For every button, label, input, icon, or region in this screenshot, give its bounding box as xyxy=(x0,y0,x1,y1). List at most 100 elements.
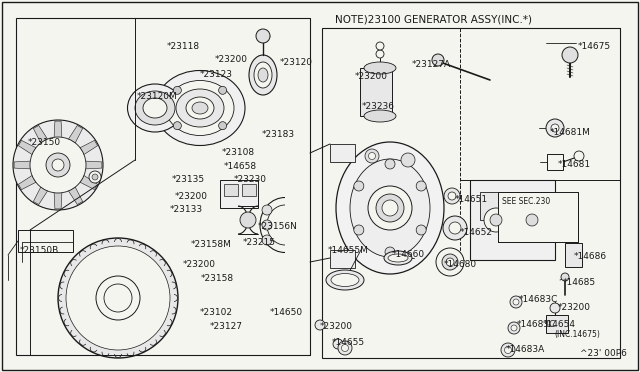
Text: *14650: *14650 xyxy=(270,308,303,317)
Text: *23200: *23200 xyxy=(183,260,216,269)
Text: NOTE)23100 GENERATOR ASSY(INC.*): NOTE)23100 GENERATOR ASSY(INC.*) xyxy=(335,14,532,24)
Ellipse shape xyxy=(127,84,182,132)
Ellipse shape xyxy=(258,68,268,82)
Polygon shape xyxy=(54,193,62,209)
Ellipse shape xyxy=(155,71,245,145)
Circle shape xyxy=(104,284,132,312)
Circle shape xyxy=(511,325,517,331)
Circle shape xyxy=(369,153,376,160)
Circle shape xyxy=(315,320,325,330)
Polygon shape xyxy=(19,140,36,154)
Text: *14658: *14658 xyxy=(224,162,257,171)
Circle shape xyxy=(92,174,98,180)
Circle shape xyxy=(513,299,519,305)
Bar xyxy=(330,144,355,162)
Circle shape xyxy=(219,86,227,94)
Ellipse shape xyxy=(331,273,359,286)
Circle shape xyxy=(484,208,508,232)
Circle shape xyxy=(416,181,426,191)
Circle shape xyxy=(526,214,538,226)
Bar xyxy=(330,250,355,268)
Circle shape xyxy=(561,273,569,281)
Circle shape xyxy=(262,220,272,230)
Text: *23158: *23158 xyxy=(201,274,234,283)
Circle shape xyxy=(504,346,511,353)
Circle shape xyxy=(256,29,270,43)
Circle shape xyxy=(444,188,460,204)
Text: *14651: *14651 xyxy=(455,195,488,204)
Text: *14683A: *14683A xyxy=(506,345,545,354)
Polygon shape xyxy=(86,161,102,169)
Ellipse shape xyxy=(254,62,272,88)
Circle shape xyxy=(354,181,364,191)
Circle shape xyxy=(262,205,272,215)
Text: *23158M: *23158M xyxy=(191,240,232,249)
Polygon shape xyxy=(80,140,97,154)
Ellipse shape xyxy=(143,98,167,118)
Text: *23200: *23200 xyxy=(558,303,591,312)
Polygon shape xyxy=(565,243,582,267)
Circle shape xyxy=(385,247,395,257)
Ellipse shape xyxy=(176,89,224,127)
Bar xyxy=(470,180,555,260)
Bar xyxy=(220,180,258,208)
Circle shape xyxy=(173,122,181,130)
Circle shape xyxy=(432,54,444,66)
Ellipse shape xyxy=(388,254,408,262)
Circle shape xyxy=(382,200,398,216)
Text: *23150B: *23150B xyxy=(20,246,60,255)
Bar xyxy=(547,154,563,170)
Circle shape xyxy=(508,322,520,334)
Text: *14655: *14655 xyxy=(332,338,365,347)
Text: *23236: *23236 xyxy=(362,102,395,111)
Text: *23183: *23183 xyxy=(262,130,295,139)
Circle shape xyxy=(448,192,456,200)
Circle shape xyxy=(490,214,502,226)
Circle shape xyxy=(368,186,412,230)
Text: *14655M: *14655M xyxy=(328,246,369,255)
Circle shape xyxy=(46,153,70,177)
Text: *14654: *14654 xyxy=(543,320,576,329)
Ellipse shape xyxy=(192,102,208,114)
Circle shape xyxy=(446,258,454,266)
Text: *23120: *23120 xyxy=(280,58,313,67)
Circle shape xyxy=(58,238,178,358)
Text: *14675: *14675 xyxy=(578,42,611,51)
Circle shape xyxy=(376,194,404,222)
Circle shape xyxy=(551,124,559,132)
Ellipse shape xyxy=(249,55,277,95)
Ellipse shape xyxy=(350,159,430,257)
Polygon shape xyxy=(68,187,83,205)
Text: *14681: *14681 xyxy=(558,160,591,169)
Bar xyxy=(242,184,256,196)
Bar xyxy=(18,230,73,252)
Polygon shape xyxy=(33,125,47,143)
Circle shape xyxy=(365,149,379,163)
Text: *23156N: *23156N xyxy=(258,222,298,231)
Ellipse shape xyxy=(364,110,396,122)
Circle shape xyxy=(66,246,170,350)
Ellipse shape xyxy=(166,80,234,135)
Circle shape xyxy=(574,151,584,161)
Bar xyxy=(360,68,392,116)
Circle shape xyxy=(338,341,352,355)
Text: *23200: *23200 xyxy=(355,72,388,81)
Polygon shape xyxy=(54,121,62,137)
Polygon shape xyxy=(16,18,310,355)
Ellipse shape xyxy=(364,62,396,74)
Bar xyxy=(480,192,512,220)
Ellipse shape xyxy=(186,97,214,119)
Polygon shape xyxy=(80,176,97,190)
Circle shape xyxy=(443,216,467,240)
Circle shape xyxy=(342,344,349,352)
Text: *23123: *23123 xyxy=(200,70,233,79)
Text: ^23' 00P6: ^23' 00P6 xyxy=(580,349,627,358)
Circle shape xyxy=(510,296,522,308)
Ellipse shape xyxy=(135,91,175,125)
Circle shape xyxy=(550,303,560,313)
Text: *14681M: *14681M xyxy=(550,128,591,137)
Text: *14683C: *14683C xyxy=(517,320,556,329)
Circle shape xyxy=(520,208,544,232)
Bar xyxy=(516,192,548,220)
Text: *14680: *14680 xyxy=(444,260,477,269)
